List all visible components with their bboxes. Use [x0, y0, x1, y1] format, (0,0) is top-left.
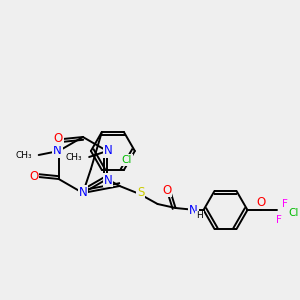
- Text: F: F: [277, 215, 282, 225]
- Text: N: N: [104, 173, 112, 187]
- Text: O: O: [53, 133, 63, 146]
- Text: N: N: [53, 145, 62, 158]
- Text: Cl: Cl: [122, 155, 132, 165]
- Text: H: H: [196, 212, 203, 220]
- Text: CH₃: CH₃: [15, 151, 32, 160]
- Text: CH₃: CH₃: [65, 152, 82, 161]
- Text: N: N: [79, 185, 87, 199]
- Text: N: N: [189, 205, 198, 218]
- Text: Cl: Cl: [288, 208, 298, 218]
- Text: O: O: [29, 170, 38, 184]
- Text: O: O: [257, 196, 266, 208]
- Text: O: O: [162, 184, 171, 196]
- Text: N: N: [104, 145, 112, 158]
- Text: S: S: [137, 187, 144, 200]
- Text: F: F: [283, 199, 288, 209]
